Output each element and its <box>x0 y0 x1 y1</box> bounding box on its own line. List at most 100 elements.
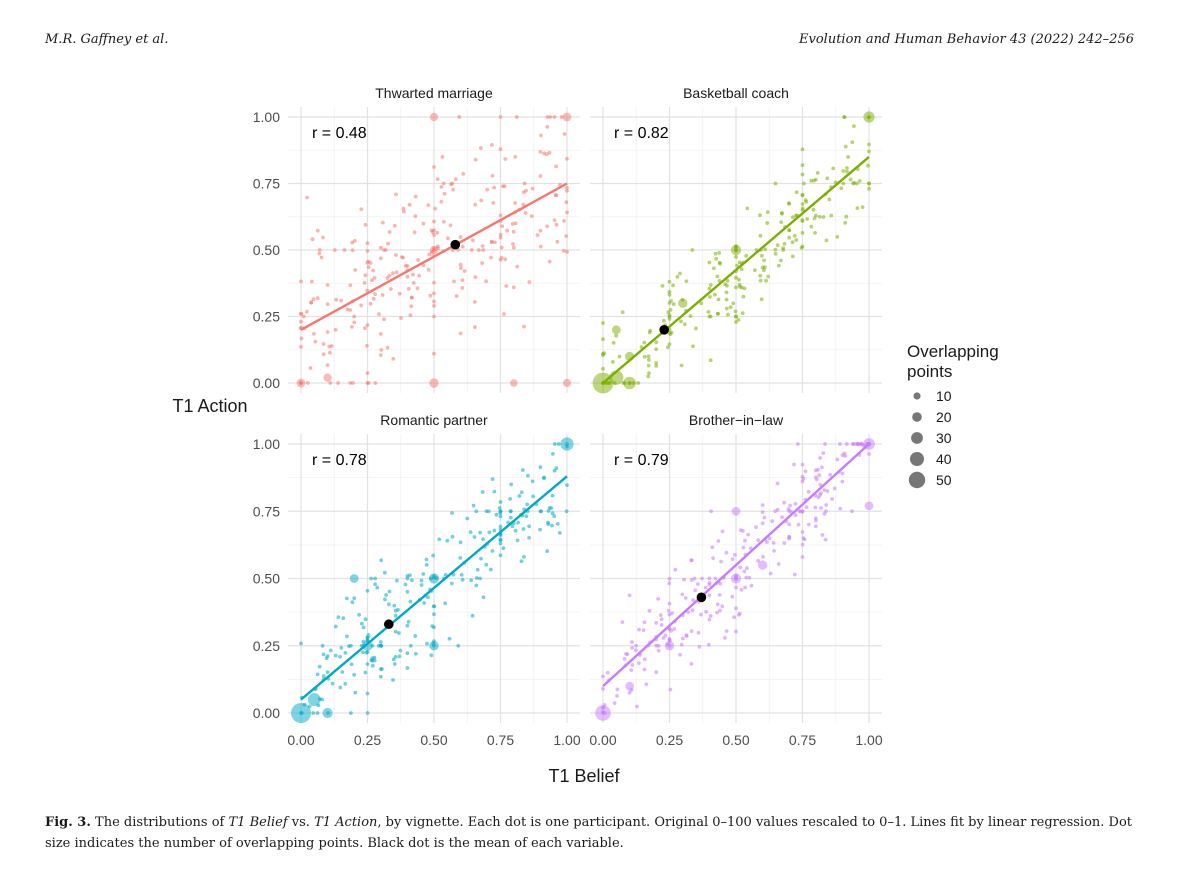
data-point <box>646 363 651 368</box>
data-point <box>794 238 799 242</box>
data-point <box>378 667 383 671</box>
data-point <box>405 651 410 656</box>
data-point <box>800 172 805 177</box>
data-point <box>725 278 730 283</box>
data-point <box>714 256 719 261</box>
data-point <box>840 471 845 476</box>
data-point <box>411 272 415 277</box>
data-point <box>321 235 325 240</box>
data-point <box>523 211 528 215</box>
data-point <box>339 645 344 650</box>
facet-panel: Basketball coach r = 0.82 <box>590 85 882 394</box>
panel-title: Basketball coach <box>683 85 789 101</box>
data-point <box>712 266 716 271</box>
data-point <box>796 442 800 446</box>
data-point <box>803 198 808 203</box>
mean-point <box>383 619 394 630</box>
data-point <box>348 308 353 312</box>
data-point <box>378 353 383 357</box>
data-point <box>838 442 842 446</box>
data-point <box>552 115 557 119</box>
data-point <box>851 181 856 186</box>
data-point <box>413 651 418 656</box>
data-point <box>782 541 787 545</box>
data-point <box>378 643 383 648</box>
data-point <box>417 273 422 278</box>
data-point <box>667 342 672 347</box>
regression-line <box>602 155 870 384</box>
data-point <box>824 503 829 507</box>
data-point <box>679 642 684 647</box>
data-point <box>490 477 495 481</box>
data-point <box>312 331 316 336</box>
data-point <box>498 553 503 558</box>
data-point <box>328 648 333 653</box>
data-point <box>365 635 370 640</box>
data-point <box>370 656 375 661</box>
facet-panel: Romantic partner r = 0.78 0.00 0.25 0.50 0.75… <box>253 412 581 748</box>
data-point <box>504 284 509 288</box>
data-point <box>779 258 783 263</box>
data-point <box>413 194 418 199</box>
data-point <box>723 282 727 286</box>
data-point <box>491 201 496 205</box>
data-point <box>472 300 477 304</box>
data-point <box>391 357 396 361</box>
data-point <box>299 279 303 284</box>
data-point <box>654 364 659 368</box>
data-point <box>525 502 530 507</box>
data-point <box>637 627 641 632</box>
data-point <box>344 596 349 601</box>
data-point <box>839 186 844 191</box>
overlap-point <box>678 298 688 308</box>
data-point <box>646 354 651 359</box>
overlap-point <box>625 681 634 691</box>
data-point <box>442 191 447 196</box>
data-point <box>440 155 445 159</box>
data-point <box>550 511 555 516</box>
data-point <box>867 149 871 154</box>
data-point <box>737 260 742 265</box>
data-point <box>475 567 480 572</box>
data-point <box>319 255 324 260</box>
running-header-authors: M.R. Gaffney et al. <box>45 32 169 47</box>
data-point <box>754 525 758 529</box>
data-point <box>432 304 436 308</box>
data-point <box>654 347 659 351</box>
data-point <box>771 541 776 545</box>
data-point <box>341 616 346 621</box>
data-point <box>756 538 761 543</box>
data-point <box>527 280 532 284</box>
data-point <box>378 674 383 679</box>
data-point <box>432 233 436 237</box>
data-point <box>760 253 764 258</box>
data-point <box>554 164 558 169</box>
correlation-label: r = 0.82 <box>614 125 669 142</box>
data-point <box>363 617 368 622</box>
legend-label: 50 <box>936 472 952 488</box>
y-axis-title: T1 Action <box>172 396 247 416</box>
data-point <box>508 497 512 501</box>
data-point <box>387 602 391 607</box>
data-point <box>470 613 475 618</box>
data-point <box>357 612 361 617</box>
data-point <box>660 284 665 288</box>
data-point <box>405 576 410 581</box>
data-point <box>311 711 316 715</box>
data-point <box>493 240 497 245</box>
data-point <box>379 558 384 563</box>
data-point <box>315 296 320 301</box>
data-point <box>498 115 503 119</box>
data-point <box>386 241 390 246</box>
data-point <box>431 553 435 558</box>
data-point <box>813 231 817 235</box>
overlap-point <box>429 641 439 651</box>
data-point <box>299 344 303 349</box>
data-point <box>562 219 566 223</box>
overlap-point <box>510 379 518 387</box>
data-point <box>454 294 459 298</box>
data-point <box>352 320 357 325</box>
data-point <box>377 312 381 316</box>
data-point <box>363 326 367 331</box>
legend-label: 20 <box>936 409 952 425</box>
